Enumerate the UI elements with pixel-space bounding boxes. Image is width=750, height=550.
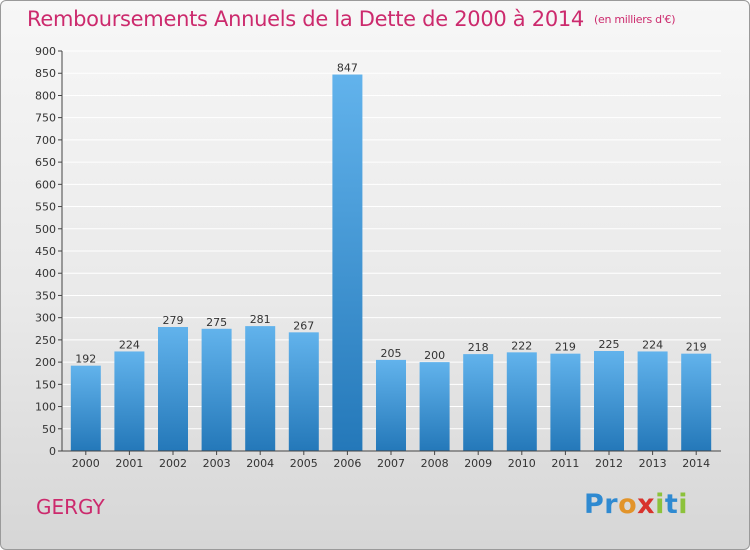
x-tick-label: 2007 (377, 457, 405, 470)
bar (70, 365, 101, 451)
data-label: 200 (424, 349, 445, 362)
logo-part: i (678, 489, 689, 520)
axes (61, 51, 721, 452)
data-label: 275 (206, 316, 227, 329)
data-label: 218 (468, 341, 489, 354)
bar (376, 359, 406, 451)
x-tick-label: 2002 (159, 457, 187, 470)
bars (70, 74, 712, 452)
city-name: GERGY (36, 495, 105, 519)
data-label: 224 (119, 338, 140, 351)
y-tick-label: 200 (35, 356, 56, 369)
data-label: 267 (293, 319, 314, 332)
data-label: 192 (75, 353, 96, 366)
y-tick-label: 900 (35, 45, 56, 58)
proxiti-logo: Proxiti (584, 489, 688, 520)
data-labels: 192 224 279 275 281 267 847 205 200 218 222 219 225 2… (75, 62, 706, 366)
bar (637, 351, 668, 451)
bar (332, 74, 363, 452)
x-tick-label: 2010 (508, 457, 536, 470)
bar (506, 352, 537, 451)
data-label: 222 (511, 339, 532, 352)
x-tick-label: 2006 (333, 457, 361, 470)
y-tick-label: 50 (42, 423, 56, 436)
y-tick-label: 300 (35, 312, 56, 325)
x-tick-label: 2005 (290, 457, 318, 470)
bar (419, 362, 450, 451)
y-tick-label: 500 (35, 223, 56, 236)
y-tick-label: 450 (35, 245, 56, 258)
chart-unit-label: (en milliers d'€) (594, 13, 676, 26)
bar (158, 327, 188, 451)
data-label: 205 (381, 347, 402, 360)
bar (114, 351, 145, 451)
bar (594, 351, 624, 451)
x-tick-label: 2014 (682, 457, 710, 470)
chart-title-text: Remboursements Annuels de la Dette de 20… (27, 7, 584, 31)
bar (681, 353, 712, 451)
y-tick-label: 750 (35, 112, 56, 125)
y-tick-label: 250 (35, 334, 56, 347)
logo-part: i (655, 489, 665, 520)
y-tick-label: 150 (35, 378, 56, 391)
x-tick-label: 2003 (203, 457, 231, 470)
bar (288, 332, 319, 451)
data-label: 281 (250, 313, 271, 326)
x-tick-label: 2001 (115, 457, 143, 470)
bar (201, 328, 232, 451)
data-label: 279 (163, 314, 184, 327)
y-tick-label: 600 (35, 178, 56, 191)
logo-part: Pr (584, 489, 619, 520)
y-axis-ticks: 0 50 100 150 200 250 300 350 400 450 500 550 600 650 7… (35, 45, 62, 458)
data-label: 219 (555, 341, 576, 354)
logo-part: x (637, 489, 656, 520)
logo-part: o (618, 489, 638, 520)
bar (245, 326, 276, 451)
x-tick-label: 2013 (639, 457, 667, 470)
y-tick-label: 400 (35, 267, 56, 280)
y-tick-label: 0 (49, 445, 56, 458)
data-label: 225 (599, 338, 620, 351)
logo-part: t (664, 489, 679, 520)
x-tick-label: 2004 (246, 457, 274, 470)
data-label: 847 (337, 62, 358, 75)
x-tick-label: 2000 (72, 457, 100, 470)
y-tick-label: 800 (35, 89, 56, 102)
y-tick-label: 550 (35, 201, 56, 214)
x-tick-label: 2008 (421, 457, 449, 470)
y-tick-label: 100 (35, 401, 56, 414)
y-tick-label: 850 (35, 67, 56, 80)
x-axis-ticks: 2000 2001 2002 2003 2004 2005 2006 2007 2008 2009… (72, 451, 710, 470)
y-tick-label: 650 (35, 156, 56, 169)
x-tick-label: 2012 (595, 457, 623, 470)
x-tick-label: 2009 (464, 457, 492, 470)
x-tick-label: 2011 (551, 457, 579, 470)
bar (550, 353, 581, 451)
y-tick-label: 350 (35, 289, 56, 302)
data-label: 219 (686, 341, 707, 354)
bar (463, 354, 494, 451)
y-tick-label: 700 (35, 134, 56, 147)
data-label: 224 (642, 338, 663, 351)
chart-title: Remboursements Annuels de la Dette de 20… (27, 7, 675, 31)
